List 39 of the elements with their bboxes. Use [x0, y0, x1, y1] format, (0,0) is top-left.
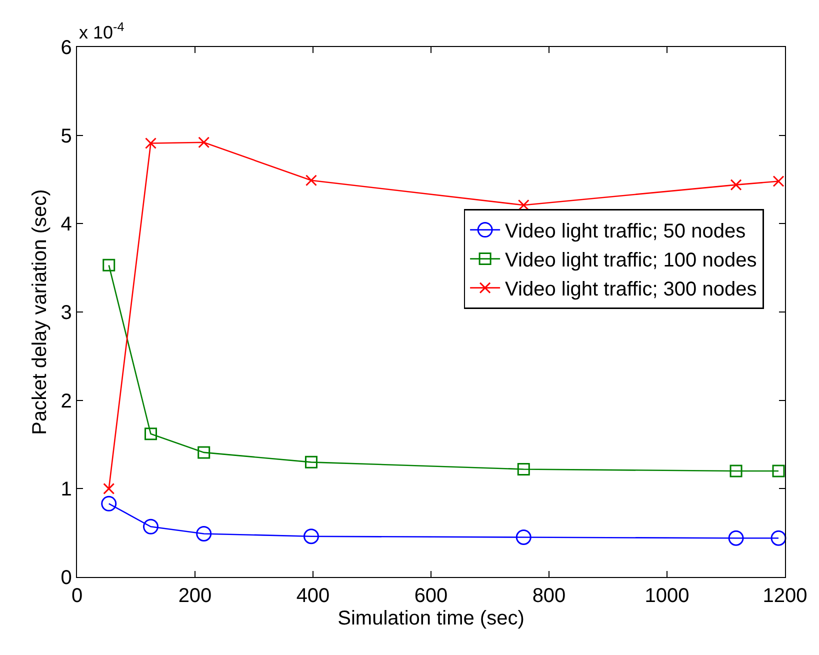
point	[772, 176, 784, 188]
legend-label: Video light traffic; 50 nodes	[505, 220, 746, 243]
x-tick-label: 400	[296, 585, 330, 608]
point	[304, 456, 318, 468]
y-tick-label: 4	[60, 214, 72, 236]
y-axis-title: Packet delay variation (sec)	[29, 189, 52, 435]
point	[102, 258, 116, 272]
point	[730, 464, 742, 478]
x-tick-label: 600	[414, 585, 448, 608]
x-tick-label: 800	[532, 585, 566, 608]
point	[198, 446, 210, 459]
point	[305, 174, 317, 186]
point	[303, 528, 319, 544]
y-tick-label: 2	[60, 390, 72, 412]
x-tick-label: 1000	[644, 585, 690, 608]
y-tick-label: 0	[60, 567, 72, 589]
y-tick-label: 1	[60, 478, 72, 501]
point	[517, 462, 530, 476]
point	[516, 530, 532, 545]
point	[101, 496, 117, 512]
x-tick-label: 1200	[762, 585, 808, 608]
point	[772, 464, 785, 478]
text: x 10$^{-4}$	[79, 20, 124, 43]
x-tick-label: 200	[178, 585, 212, 608]
point	[198, 136, 210, 148]
y-tick-label: 6	[60, 37, 72, 59]
point	[145, 138, 156, 150]
point	[770, 530, 786, 546]
point	[196, 526, 212, 542]
legend-label: Video light traffic; 100 nodes	[505, 250, 757, 272]
point	[144, 428, 157, 440]
point	[730, 179, 742, 191]
point	[143, 518, 158, 534]
legend-label: Video light traffic; 300 nodes	[505, 278, 757, 301]
y-tick-label: 3	[60, 302, 72, 324]
point	[728, 530, 744, 546]
point	[103, 482, 115, 494]
x-axis-title: Simulation time (sec)	[338, 608, 524, 630]
y-tick-label: 5	[60, 125, 72, 148]
